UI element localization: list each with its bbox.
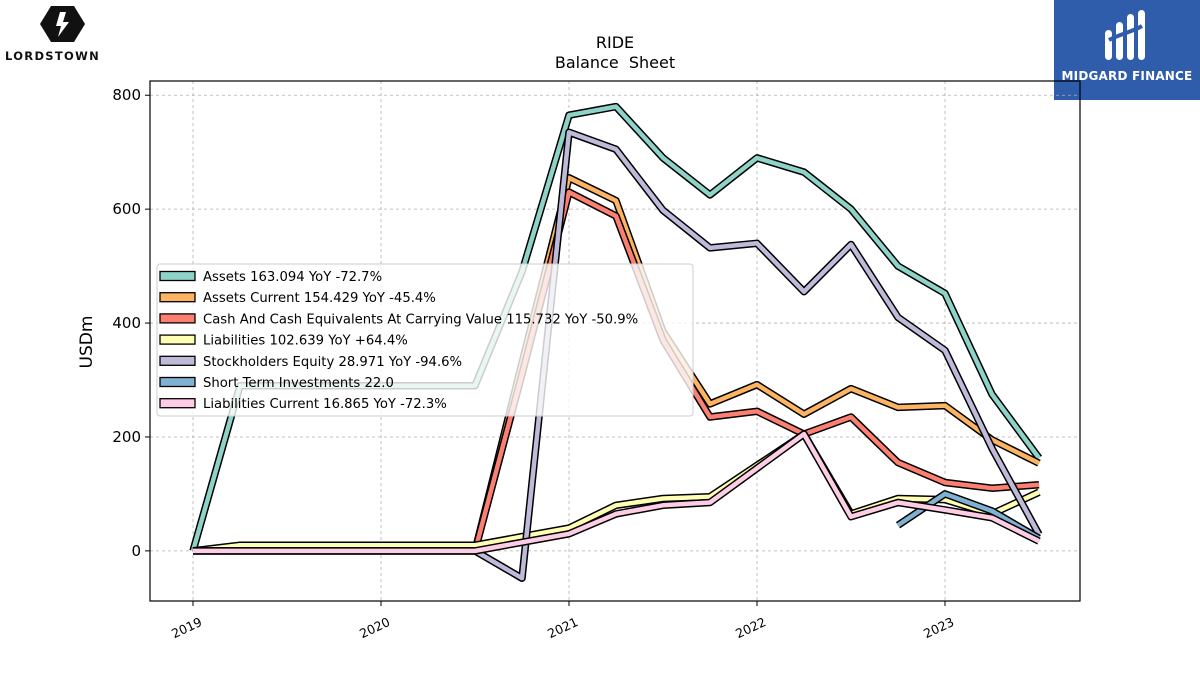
x-tick-label: 2023 xyxy=(921,614,956,641)
x-tick-label: 2022 xyxy=(733,614,768,641)
legend-swatch xyxy=(159,334,196,345)
legend-label: Short Term Investments 22.0 xyxy=(203,376,394,391)
legend-label: Assets 163.094 YoY -72.7% xyxy=(203,270,382,285)
y-tick-label: 800 xyxy=(112,86,141,104)
legend-swatch xyxy=(159,376,196,388)
series-liabilities-current xyxy=(193,430,1041,555)
series-liabilities xyxy=(192,430,1041,555)
legend-swatch xyxy=(159,292,196,303)
y-tick-label: 400 xyxy=(112,314,141,332)
legend-label: Liabilities Current 16.865 YoY -72.3% xyxy=(203,397,447,412)
legend: Assets 163.094 YoY -72.7% Assets Current … xyxy=(156,263,694,417)
legend-swatch xyxy=(159,270,196,282)
y-tick-label: 200 xyxy=(112,428,141,446)
midgard-finance-wordmark: MIDGARD FINANCE xyxy=(1061,69,1193,83)
lordstown-logo: LORDSTOWN xyxy=(0,0,125,70)
legend-label: Cash And Cash Equivalents At Carrying Va… xyxy=(203,312,638,327)
series-line-outline xyxy=(193,430,1041,555)
lordstown-wordmark: LORDSTOWN xyxy=(5,49,101,63)
legend-label: Stockholders Equity 28.971 YoY -94.6% xyxy=(203,355,462,370)
series-line xyxy=(192,431,1040,554)
y-tick-label: 600 xyxy=(112,200,141,218)
legend-label: Assets Current 154.429 YoY -45.4% xyxy=(203,291,436,306)
series-line-outline xyxy=(192,430,1041,555)
midgard-finance-logo: MIDGARD FINANCE xyxy=(1054,0,1200,100)
y-axis-label: USDm xyxy=(77,316,97,369)
chart-title: RIDE xyxy=(596,33,634,52)
chart-subtitle: Balance Sheet xyxy=(555,53,675,72)
x-tick-label: 2020 xyxy=(357,614,392,641)
lordstown-logo-mark xyxy=(40,6,85,42)
plot-frame xyxy=(149,80,1081,602)
legend-label: Liabilities 102.639 YoY +64.4% xyxy=(203,334,408,349)
legend-swatch xyxy=(159,398,196,409)
y-tick-label: 0 xyxy=(131,542,141,560)
x-tick-label: 2021 xyxy=(545,614,580,641)
legend-swatch xyxy=(159,355,196,366)
series-line xyxy=(193,431,1041,554)
midgard-finance-logo-mark xyxy=(1105,10,1145,60)
legend-swatch xyxy=(159,313,196,324)
x-tick-label: 2019 xyxy=(169,614,204,641)
legend-box xyxy=(156,263,694,417)
